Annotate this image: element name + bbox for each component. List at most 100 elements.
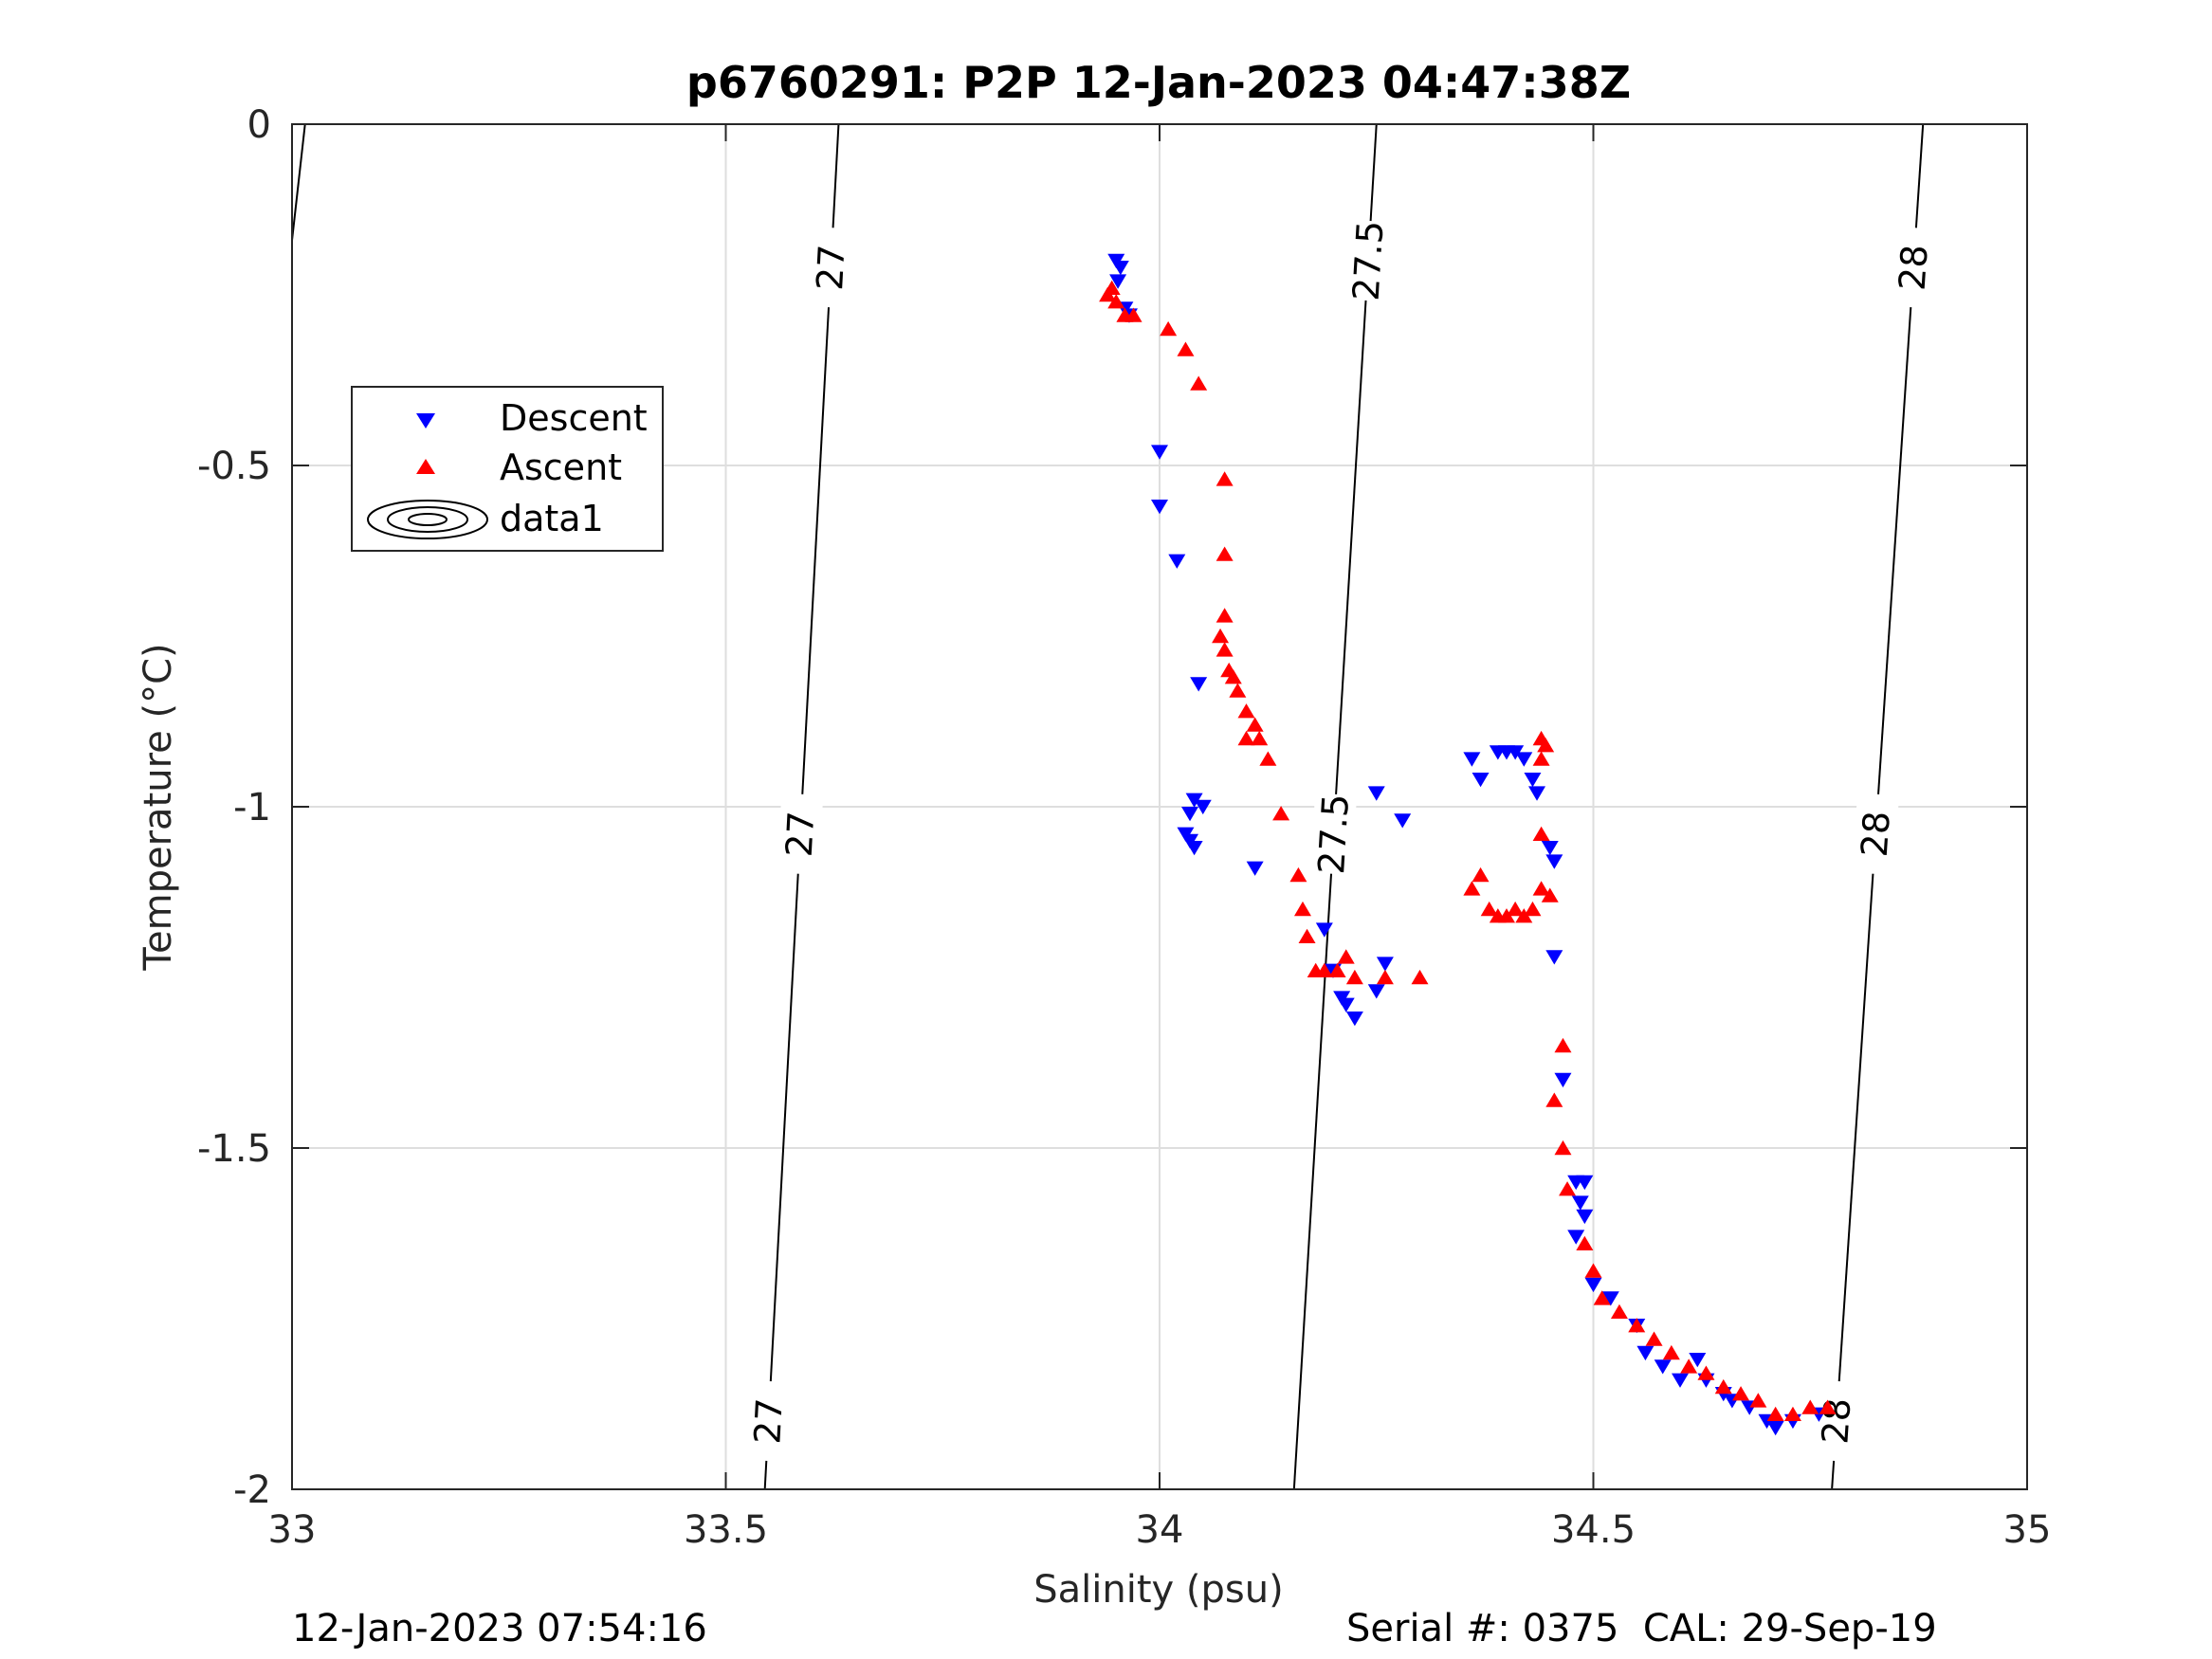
descent-marker (1507, 745, 1525, 760)
ascent-marker (1515, 908, 1533, 923)
ascent-marker (1507, 901, 1525, 917)
ascent-marker (1645, 1331, 1663, 1346)
legend-label-descent: Descent (500, 397, 648, 439)
x-tick-label: 35 (2003, 1508, 2052, 1552)
ascent-marker (1328, 962, 1346, 977)
ascent-marker (1532, 751, 1550, 766)
ascent-marker (1289, 866, 1307, 883)
isopycnal-label: 27 (809, 244, 853, 292)
descent-marker (1515, 752, 1533, 767)
descent-marker (1524, 773, 1542, 788)
ascent-marker (1229, 683, 1247, 698)
ascent-marker (1107, 294, 1125, 309)
descent-marker (1672, 1373, 1689, 1388)
ascent-marker (1545, 1092, 1563, 1107)
isopycnal-label: 27 (746, 1397, 791, 1446)
ascent-marker (1610, 1304, 1628, 1319)
descent-marker (1689, 1353, 1707, 1368)
ascent-marker (1819, 1399, 1837, 1414)
ascent-marker (1559, 1181, 1577, 1196)
ascent-marker (1177, 341, 1195, 356)
descent-marker (1194, 799, 1212, 815)
y-axis-label: Temperature (°C) (137, 643, 180, 971)
ascent-marker (1697, 1365, 1715, 1380)
ascent-marker (1103, 280, 1121, 295)
ascent-marker (1298, 928, 1316, 943)
ascent-marker (1749, 1393, 1767, 1408)
isopycnal-label-bg (745, 1379, 792, 1463)
ascent-marker (1662, 1344, 1680, 1360)
descent-marker (1246, 861, 1264, 876)
isopycnal-label-bg (1890, 226, 1937, 309)
y-tick-label: -2 (233, 1468, 271, 1512)
ascent-marker (1246, 717, 1264, 732)
descent-marker (1541, 841, 1559, 856)
legend-label-data1: data1 (500, 498, 604, 539)
data-markers (1099, 253, 1837, 1436)
descent-marker (1168, 554, 1186, 569)
isopycnal-label: 28 (1854, 810, 1898, 858)
descent-marker (1181, 807, 1199, 822)
footer-serial-cal: Serial #: 0375 CAL: 29-Sep-19 (1346, 1607, 1937, 1650)
descent-marker (1545, 854, 1563, 869)
ascent-marker (1337, 949, 1355, 964)
ascent-marker (1766, 1406, 1784, 1421)
isopycnal-label: 27.5 (1345, 219, 1392, 301)
ascent-marker (1714, 1378, 1732, 1395)
ascent-marker (1315, 962, 1333, 977)
isopycnal-label-bg (1310, 793, 1358, 876)
isopycnal-label: 28 (1892, 244, 1936, 292)
ascent-marker (1376, 969, 1394, 985)
descent-marker (1463, 752, 1481, 767)
ascent-marker (1190, 375, 1208, 391)
ascent-marker (1237, 703, 1255, 719)
ascent-marker (1160, 320, 1178, 337)
descent-marker (1528, 786, 1546, 801)
descent-marker (1576, 1175, 1594, 1191)
descent-marker (1185, 841, 1203, 856)
ascent-marker (1576, 1235, 1594, 1250)
x-tick-label: 34 (1136, 1508, 1184, 1552)
descent-marker (1601, 1291, 1619, 1306)
ascent-marker (1216, 471, 1234, 486)
descent-marker (1190, 677, 1208, 692)
ascent-marker (1216, 642, 1234, 657)
ascent-marker (1212, 628, 1230, 644)
ascent-marker (1237, 730, 1255, 746)
ascent-marker (1272, 806, 1290, 821)
ascent-marker (1463, 881, 1481, 896)
legend-box (351, 386, 664, 552)
x-tick-label: 34.5 (1551, 1508, 1636, 1552)
ascent-marker (1293, 901, 1311, 917)
ascent-marker (1554, 1037, 1572, 1053)
descent-marker (1554, 1072, 1572, 1088)
descent-marker (1367, 786, 1385, 801)
descent-marker (1111, 261, 1129, 276)
ascent-marker (1224, 669, 1242, 684)
x-tick-label: 33.5 (684, 1508, 768, 1552)
isopycnal-label-bg (1344, 219, 1392, 302)
legend-contour-icon (367, 500, 488, 539)
ascent-marker (1532, 881, 1550, 896)
descent-marker (1315, 922, 1333, 938)
y-tick-label: -1 (233, 786, 271, 830)
ascent-marker (1216, 608, 1234, 623)
descent-marker (1584, 1277, 1602, 1293)
ascent-marker (1251, 730, 1269, 746)
isopycnal-contours: 27 27 27 27.5 27.5 28 28 28 (291, 123, 1937, 1490)
y-tick-label: -1.5 (197, 1127, 271, 1171)
descent-marker (1766, 1421, 1784, 1436)
descent-marker (1636, 1345, 1654, 1361)
descent-marker (1654, 1359, 1672, 1375)
axis-ticks: 33 33.5 34 34.5 35 0 -0.5 -1 -1.5 -2 (197, 103, 2052, 1552)
ascent-marker (1584, 1263, 1602, 1278)
descent-marker (1567, 1230, 1585, 1245)
isopycnal-label-bg (1852, 793, 1899, 876)
ascent-marker (1732, 1386, 1750, 1401)
isopycnal-label-bg (808, 227, 854, 309)
descent-marker (1376, 957, 1394, 972)
descent-marker (1345, 1012, 1363, 1027)
legend-descent-marker (416, 413, 435, 428)
descent-marker (1367, 984, 1385, 999)
